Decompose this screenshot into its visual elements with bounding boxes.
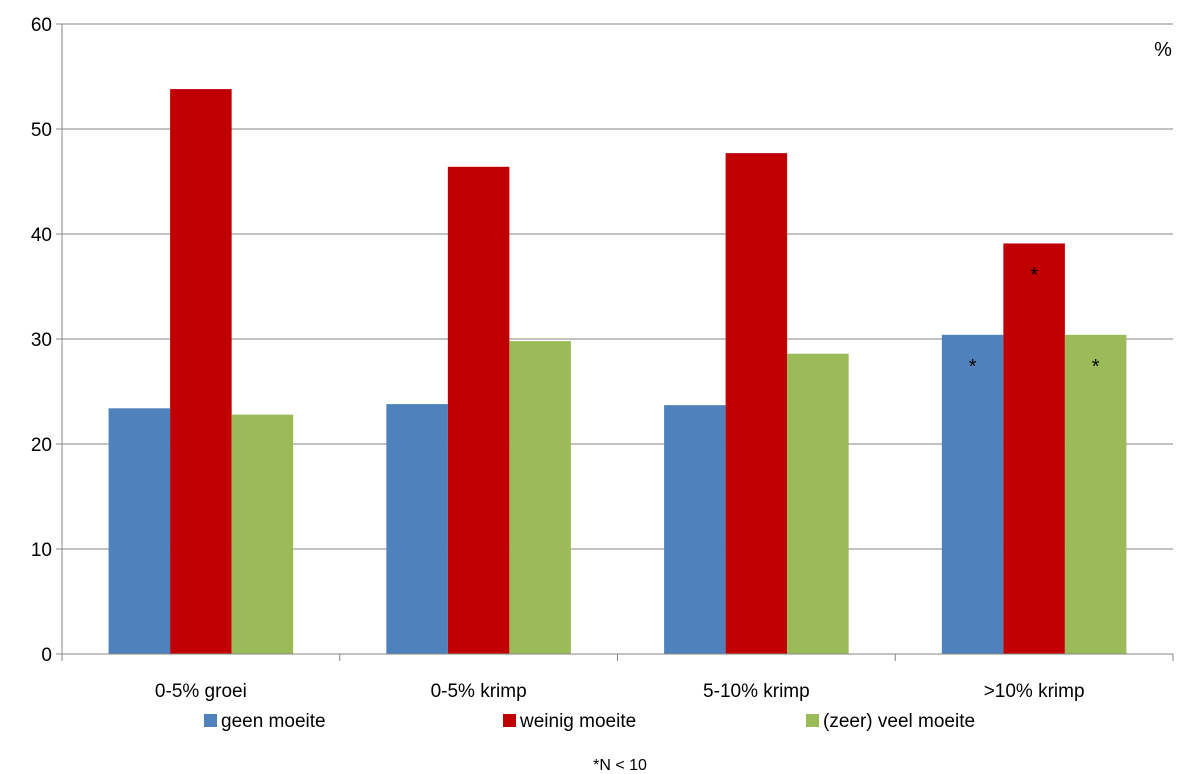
y-unit-label: %	[1154, 39, 1172, 61]
x-category-label: >10% krimp	[984, 681, 1085, 702]
y-tick-label: 10	[31, 540, 52, 561]
legend-swatch	[503, 714, 516, 727]
bar-marker-label: *	[969, 356, 977, 378]
bar	[1065, 335, 1127, 654]
legend-label: (zeer) veel moeite	[823, 711, 975, 732]
legend-label: geen moeite	[221, 711, 326, 732]
bar	[509, 341, 571, 654]
bar	[787, 354, 849, 654]
bar	[448, 167, 510, 654]
bar	[726, 153, 788, 654]
footnote: *N < 10	[593, 757, 647, 774]
bar-marker-label: *	[1030, 264, 1038, 286]
x-category-label: 0-5% groei	[155, 681, 247, 702]
x-category-label: 5-10% krimp	[703, 681, 810, 702]
bar	[1003, 243, 1065, 654]
bar	[664, 405, 726, 654]
bar	[170, 89, 232, 654]
y-tick-label: 0	[41, 645, 52, 666]
bar	[386, 404, 448, 654]
y-tick-label: 20	[31, 435, 52, 456]
bar	[109, 408, 171, 654]
legend-swatch	[204, 714, 217, 727]
y-tick-label: 60	[31, 15, 52, 36]
x-category-label: 0-5% krimp	[431, 681, 527, 702]
bar	[232, 415, 294, 654]
y-tick-label: 40	[31, 225, 52, 246]
legend: geen moeite weinig moeite (zeer) veel moei…	[204, 711, 975, 732]
legend-label: weinig moeite	[519, 711, 636, 732]
y-tick-label: 50	[31, 120, 52, 141]
legend-swatch	[806, 714, 819, 727]
bar	[942, 335, 1004, 654]
y-tick-label: 30	[31, 330, 52, 351]
bar-marker-label: *	[1092, 356, 1100, 378]
